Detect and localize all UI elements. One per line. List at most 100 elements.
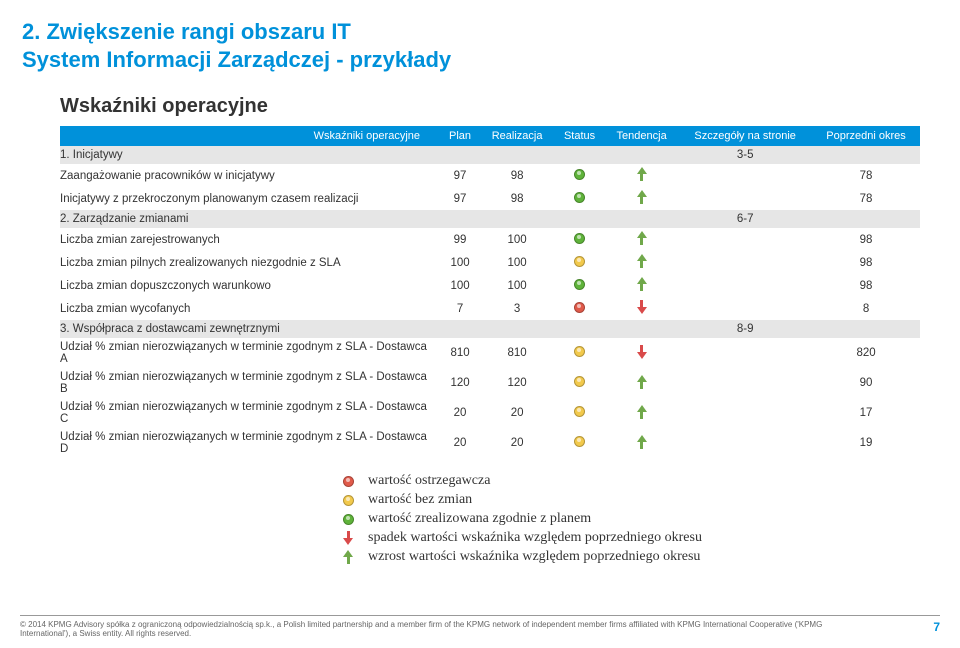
- status-dot-icon: [574, 346, 585, 357]
- row-detail: [678, 251, 812, 274]
- row-status: [554, 228, 605, 251]
- footer-copyright: © 2014 KPMG Advisory spółka z ograniczon…: [20, 620, 840, 638]
- legend-row: wartość ostrzegawcza: [340, 472, 920, 491]
- row-prev: 17: [812, 398, 920, 428]
- arrow-up-icon: [637, 405, 647, 419]
- legend-arrow-up-icon: [340, 550, 356, 564]
- legend-text: spadek wartości wskaźnika względem poprz…: [368, 529, 702, 548]
- row-trend: [605, 274, 678, 297]
- row-plan: 7: [440, 297, 480, 320]
- row-label: Liczba zmian zarejestrowanych: [60, 228, 440, 251]
- table-row: Udział % zmian nierozwiązanych w termini…: [60, 428, 920, 458]
- row-real: 100: [480, 274, 554, 297]
- row-plan: 97: [440, 164, 480, 187]
- status-dot-icon: [574, 436, 585, 447]
- row-trend: [605, 164, 678, 187]
- arrow-up-icon: [637, 277, 647, 291]
- row-trend: [605, 187, 678, 210]
- arrow-up-icon: [637, 231, 647, 245]
- col-name: Wskaźniki operacyjne: [60, 126, 440, 146]
- legend-row: wartość bez zmian: [340, 491, 920, 510]
- row-detail: [678, 274, 812, 297]
- row-prev: 78: [812, 164, 920, 187]
- section-subtitle: Wskaźniki operacyjne: [60, 95, 920, 118]
- kpi-table: Wskaźniki operacyjne Plan Realizacja Sta…: [60, 126, 920, 458]
- row-detail: [678, 398, 812, 428]
- status-dot-icon: [343, 514, 354, 525]
- status-dot-icon: [574, 279, 585, 290]
- row-status: [554, 274, 605, 297]
- row-plan: 99: [440, 228, 480, 251]
- row-label: Liczba zmian dopuszczonych warunkowo: [60, 274, 440, 297]
- legend-text: wartość zrealizowana zgodnie z planem: [368, 510, 591, 529]
- row-plan: 100: [440, 251, 480, 274]
- arrow-up-icon: [637, 254, 647, 268]
- table-row: 1. Inicjatywy 3-5: [60, 146, 920, 164]
- table-row: Udział % zmian nierozwiązanych w termini…: [60, 368, 920, 398]
- row-real: 20: [480, 398, 554, 428]
- footer: © 2014 KPMG Advisory spółka z ograniczon…: [20, 615, 940, 638]
- row-detail: [678, 164, 812, 187]
- col-prev: Poprzedni okres: [812, 126, 920, 146]
- status-dot-icon: [343, 476, 354, 487]
- row-plan: 20: [440, 428, 480, 458]
- legend-text: wartość bez zmian: [368, 491, 472, 510]
- status-dot-icon: [343, 495, 354, 506]
- row-status: [554, 187, 605, 210]
- col-trend: Tendencja: [605, 126, 678, 146]
- row-detail: [678, 368, 812, 398]
- arrow-down-icon: [637, 345, 647, 359]
- row-detail: [678, 428, 812, 458]
- row-status: [554, 398, 605, 428]
- row-label: Udział % zmian nierozwiązanych w termini…: [60, 428, 440, 458]
- status-dot-icon: [574, 169, 585, 180]
- section-detail: 3-5: [678, 146, 812, 164]
- status-dot-icon: [574, 192, 585, 203]
- legend-row: spadek wartości wskaźnika względem poprz…: [340, 529, 920, 548]
- row-label: Udział % zmian nierozwiązanych w termini…: [60, 368, 440, 398]
- status-dot-icon: [574, 233, 585, 244]
- row-prev: 98: [812, 274, 920, 297]
- row-trend: [605, 368, 678, 398]
- legend-dot-icon: [340, 495, 356, 506]
- row-trend: [605, 297, 678, 320]
- arrow-up-icon: [637, 375, 647, 389]
- row-status: [554, 297, 605, 320]
- title-line-1: 2. Zwiększenie rangi obszaru IT: [22, 18, 960, 46]
- col-real: Realizacja: [480, 126, 554, 146]
- row-real: 3: [480, 297, 554, 320]
- legend-arrow-down-icon: [340, 531, 356, 545]
- table-row: 2. Zarządzanie zmianami6-7: [60, 210, 920, 228]
- arrow-down-icon: [343, 531, 353, 545]
- legend-row: wzrost wartości wskaźnika względem poprz…: [340, 548, 920, 567]
- arrow-down-icon: [637, 300, 647, 314]
- row-real: 810: [480, 338, 554, 368]
- row-real: 100: [480, 251, 554, 274]
- row-prev: 19: [812, 428, 920, 458]
- row-real: 120: [480, 368, 554, 398]
- legend-block: wartość ostrzegawczawartość bez zmianwar…: [340, 472, 920, 566]
- row-detail: [678, 297, 812, 320]
- row-plan: 20: [440, 398, 480, 428]
- status-dot-icon: [574, 302, 585, 313]
- row-label: Liczba zmian pilnych zrealizowanych niez…: [60, 251, 440, 274]
- row-prev: 98: [812, 228, 920, 251]
- row-trend: [605, 338, 678, 368]
- row-detail: [678, 187, 812, 210]
- row-prev: 8: [812, 297, 920, 320]
- row-plan: 100: [440, 274, 480, 297]
- page-number: 7: [933, 620, 940, 634]
- arrow-up-icon: [637, 190, 647, 204]
- row-real: 100: [480, 228, 554, 251]
- row-prev: 820: [812, 338, 920, 368]
- row-label: Liczba zmian wycofanych: [60, 297, 440, 320]
- row-prev: 98: [812, 251, 920, 274]
- table-row: Udział % zmian nierozwiązanych w termini…: [60, 338, 920, 368]
- table-row: Liczba zmian wycofanych73 8: [60, 297, 920, 320]
- col-plan: Plan: [440, 126, 480, 146]
- row-detail: [678, 338, 812, 368]
- section-label: 1. Inicjatywy: [60, 146, 440, 164]
- title-line-2: System Informacji Zarządczej - przykłady: [22, 46, 960, 74]
- status-dot-icon: [574, 256, 585, 267]
- legend-dot-icon: [340, 514, 356, 525]
